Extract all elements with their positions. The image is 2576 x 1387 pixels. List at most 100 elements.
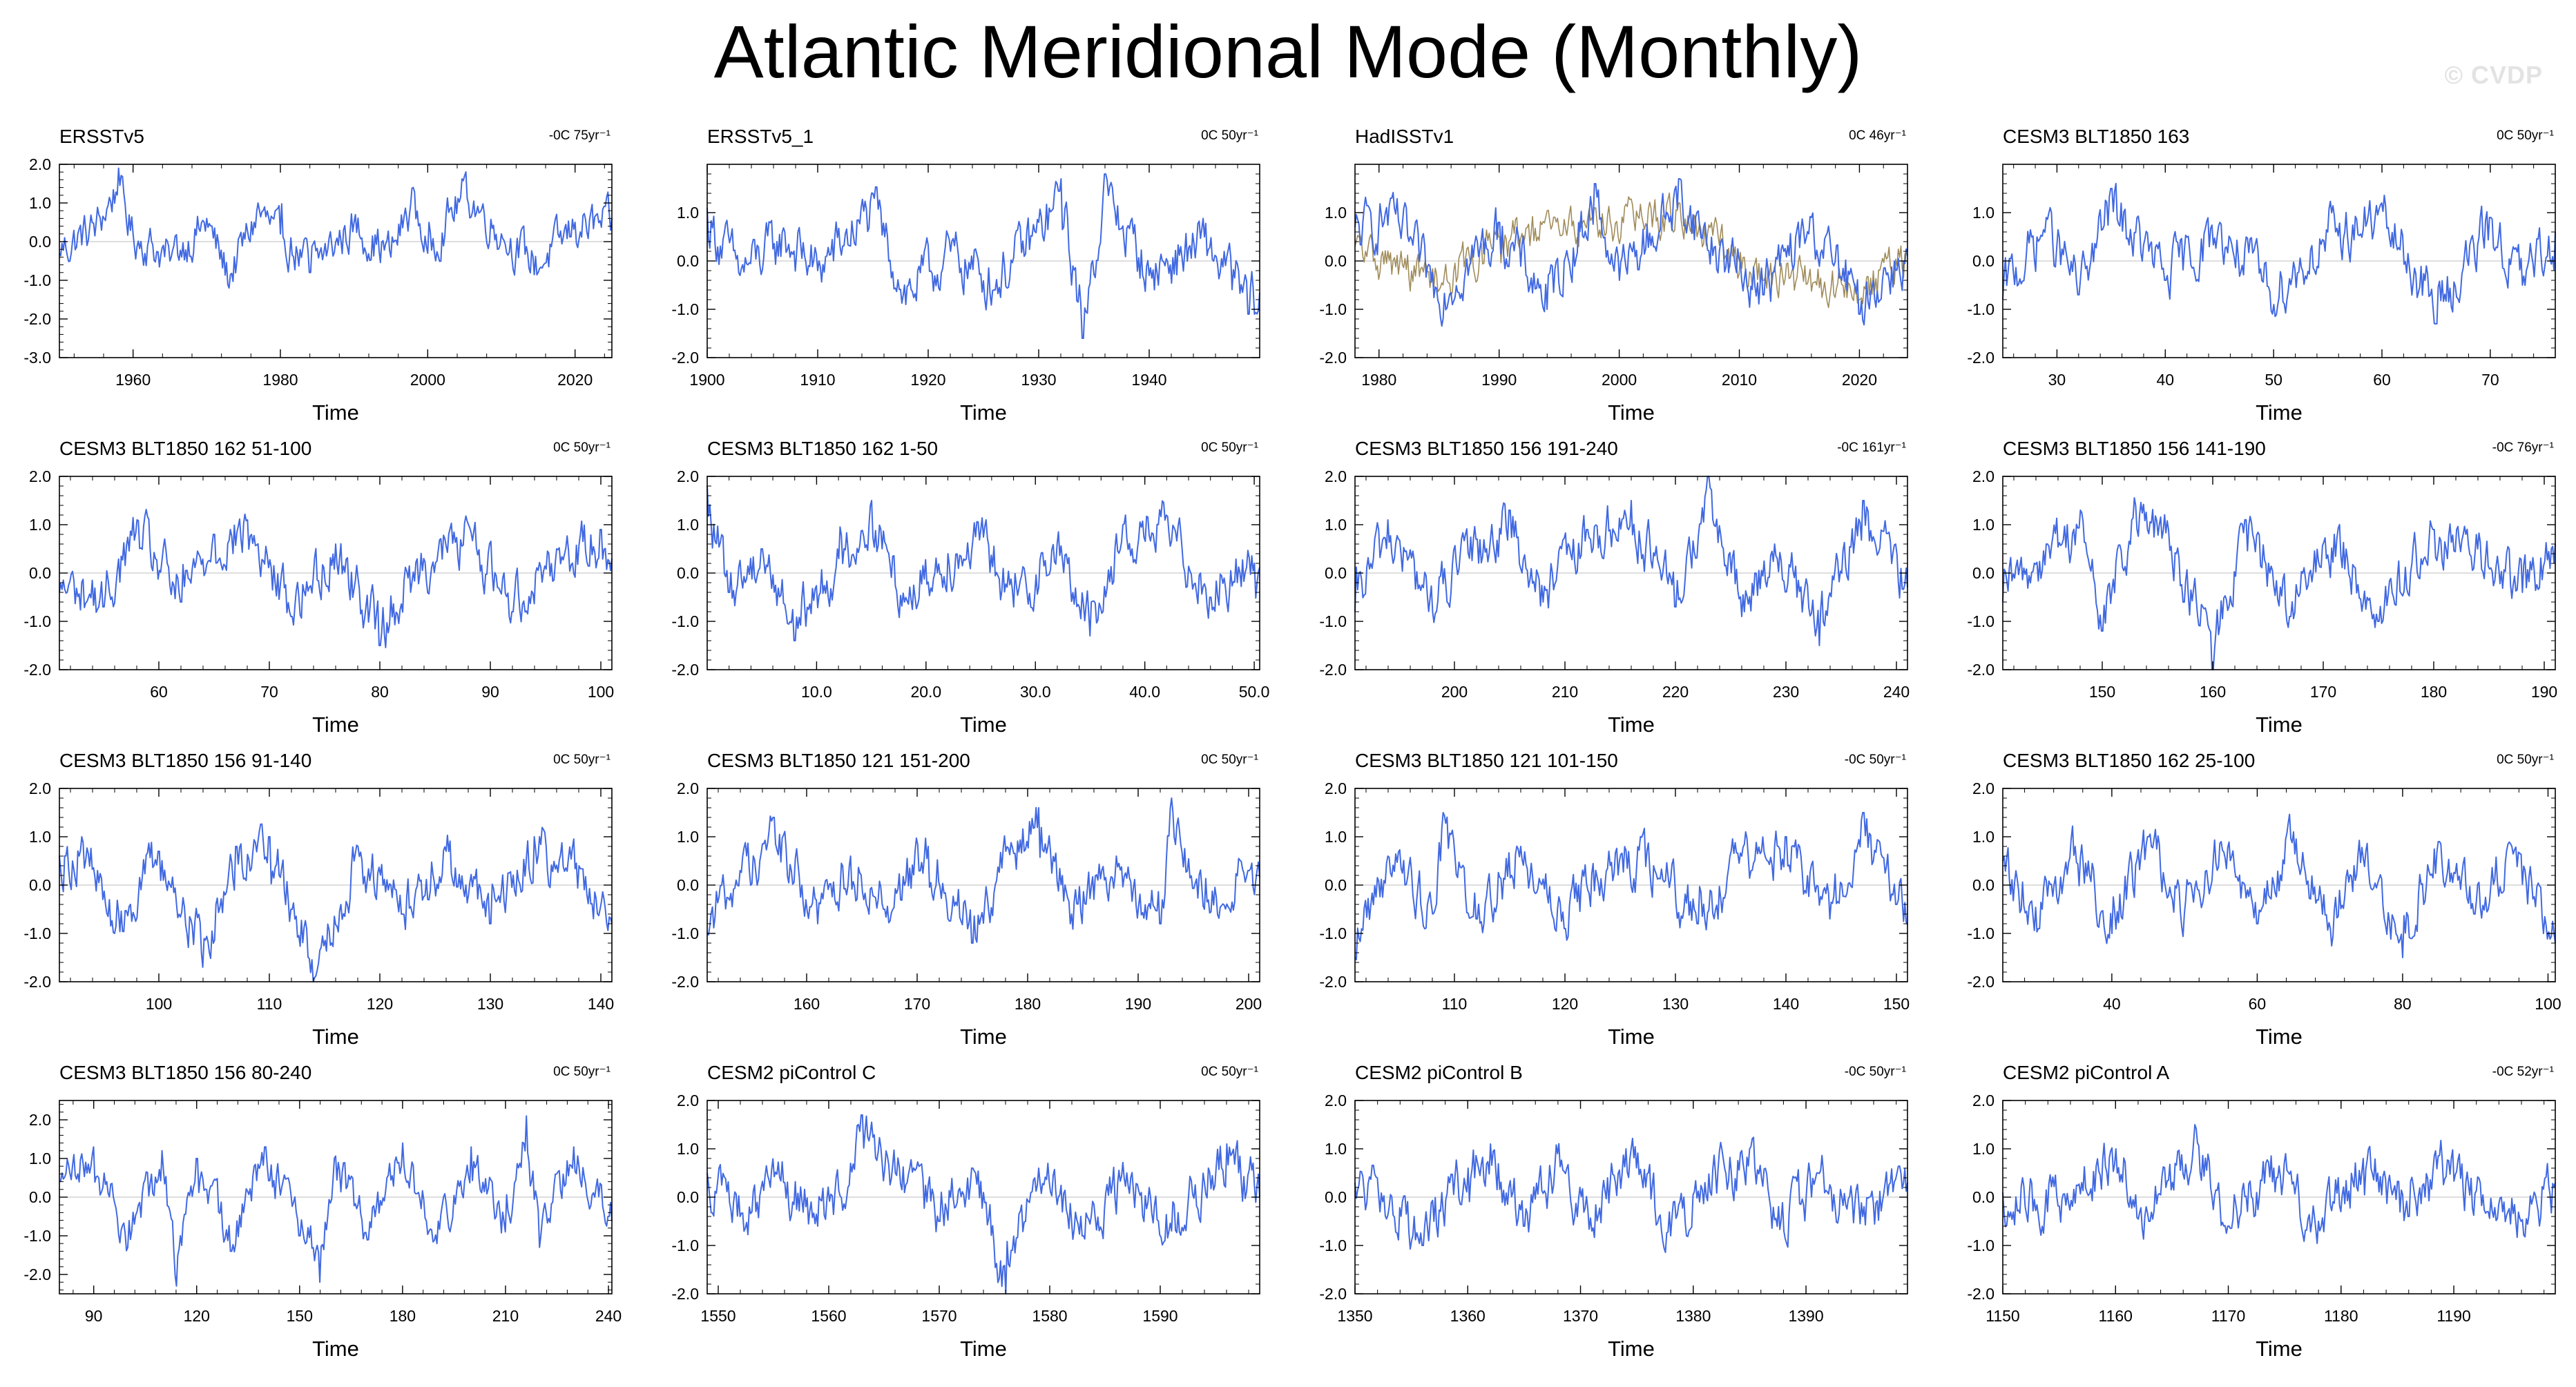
chart-svg: -2.0 -1.0 0.0 1.0 2.0 150 160 170 180 190 Time — [1967, 467, 2557, 737]
x-tick-label: 2020 — [557, 371, 593, 389]
y-tick-label: 1.0 — [1325, 516, 1347, 534]
x-tick-label: 200 — [1236, 995, 1262, 1013]
chart-svg: -2.0 -1.0 0.0 1.0 2.0 160 170 180 190 200 Time — [671, 779, 1262, 1049]
panel-trend: 0C 50yr⁻¹ — [2497, 128, 2554, 143]
y-tick-label: 0.0 — [677, 252, 699, 270]
panel-title: CESM2 piControl C — [707, 1062, 876, 1083]
x-tick-label: 2000 — [1602, 371, 1637, 389]
panel-cesm3-156-191-240: -2.0 -1.0 0.0 1.0 2.0 200 210 220 230 240 Time CES… — [1296, 436, 1917, 754]
series-line — [1354, 812, 1908, 961]
x-tick-label: 1580 — [1032, 1307, 1067, 1325]
x-axis-label: Time — [960, 1025, 1007, 1049]
y-tick-label: 2.0 — [1325, 467, 1347, 485]
x-tick-label: 1960 — [115, 371, 151, 389]
panel-trend: 0C 50yr⁻¹ — [1201, 753, 1258, 767]
y-tick-label: 1.0 — [677, 204, 699, 222]
x-tick-label: 200 — [1441, 683, 1468, 701]
y-tick-label: -2.0 — [23, 1265, 51, 1283]
series-line — [707, 797, 1260, 944]
x-tick-label: 30.0 — [1020, 683, 1051, 701]
panel-title: CESM3 BLT1850 121 101-150 — [1355, 750, 1618, 771]
panel-erssstv5: -3.0 -2.0 -1.0 0.0 1.0 2.0 1960 1980 2000 2020 Tim… — [0, 124, 622, 442]
x-tick-label: 130 — [477, 995, 503, 1013]
series-line — [1354, 178, 1908, 327]
x-tick-label: 150 — [2089, 683, 2115, 701]
chart-svg: -2.0 -1.0 0.0 1.0 2.0 110 120 130 140 150 Time — [1319, 779, 1910, 1049]
x-tick-label: 240 — [595, 1307, 622, 1325]
x-tick-label: 30 — [2048, 371, 2066, 389]
x-axis-label: Time — [960, 712, 1007, 737]
y-tick-label: 0.0 — [29, 1188, 51, 1206]
y-tick-label: -1.0 — [671, 924, 699, 942]
x-tick-label: 100 — [2535, 995, 2561, 1013]
x-axis-label: Time — [312, 1337, 359, 1361]
x-tick-label: 210 — [1552, 683, 1578, 701]
series-line — [59, 167, 613, 289]
x-tick-label: 1370 — [1563, 1307, 1598, 1325]
panel-title: CESM3 BLT1850 156 141-190 — [2003, 438, 2266, 459]
panel-title: CESM3 BLT1850 162 51-100 — [59, 438, 312, 459]
y-tick-label: 2.0 — [1325, 1092, 1347, 1109]
y-tick-label: 1.0 — [677, 1140, 699, 1158]
x-tick-label: 170 — [2310, 683, 2336, 701]
y-tick-label: -2.0 — [671, 973, 699, 991]
panel-cesm3-162-51-100: -2.0 -1.0 0.0 1.0 2.0 60 70 80 90 100 Time CESM3 B… — [0, 436, 622, 754]
chart-svg: -2.0 -1.0 0.0 1.0 2.0 40 60 80 100 Time — [1967, 779, 2561, 1049]
y-tick-label: 2.0 — [1972, 467, 1995, 485]
x-tick-label: 150 — [1883, 995, 1910, 1013]
y-tick-label: 2.0 — [29, 779, 51, 797]
y-tick-label: -2.0 — [1967, 973, 1995, 991]
x-tick-label: 70 — [260, 683, 278, 701]
panel-title: CESM3 BLT1850 163 — [2003, 126, 2190, 147]
plot-frame — [59, 164, 613, 358]
chart-svg: -2.0 -1.0 0.0 1.0 2.0 1550 1560 1570 1580 1590 Tim… — [671, 1092, 1260, 1361]
panel-cesm3-121-151-200: -2.0 -1.0 0.0 1.0 2.0 160 170 180 190 200 Time CES… — [648, 748, 1269, 1066]
x-tick-label: 1590 — [1142, 1307, 1178, 1325]
y-tick-label: -2.0 — [1967, 1285, 1995, 1303]
x-tick-label: 10.0 — [801, 683, 832, 701]
panel-title: CESM2 piControl B — [1355, 1062, 1523, 1083]
panel-cesm3-162-25-100: -2.0 -1.0 0.0 1.0 2.0 40 60 80 100 Time CESM3 BLT… — [1943, 748, 2565, 1066]
x-tick-label: 1550 — [700, 1307, 736, 1325]
x-tick-label: 1390 — [1788, 1307, 1823, 1325]
x-tick-label: 100 — [588, 683, 614, 701]
y-tick-label: -2.0 — [1319, 661, 1347, 679]
panel-cesm3-162-1-50: -2.0 -1.0 0.0 1.0 2.0 10.0 20.0 30.0 40.0 50.0 Tim… — [648, 436, 1269, 754]
y-tick-label: 2.0 — [677, 467, 699, 485]
panel-title: CESM3 BLT1850 156 80-240 — [59, 1062, 312, 1083]
x-tick-label: 190 — [1125, 995, 1151, 1013]
y-tick-label: 0.0 — [677, 1188, 699, 1206]
panel-cesm2-picontrol-b: -2.0 -1.0 0.0 1.0 2.0 1350 1360 1370 1380 1390 Tim… — [1296, 1060, 1917, 1378]
panel-trend: 0C 50yr⁻¹ — [1201, 1065, 1258, 1079]
panel-trend: 0C 50yr⁻¹ — [553, 1065, 611, 1079]
x-axis-label: Time — [1608, 712, 1655, 737]
y-tick-label: 2.0 — [677, 779, 699, 797]
panel-trend: 0C 50yr⁻¹ — [553, 753, 611, 767]
panel-cesm3-121-101-150: -2.0 -1.0 0.0 1.0 2.0 110 120 130 140 150 Time CES… — [1296, 748, 1917, 1066]
y-tick-label: 0.0 — [1325, 1188, 1347, 1206]
y-tick-label: -1.0 — [23, 1227, 51, 1245]
chart-svg: -2.0 -1.0 0.0 1.0 2.0 90 120 150 180 210 240 Time — [23, 1100, 622, 1361]
chart-svg: -2.0 -1.0 0.0 1.0 2.0 10.0 20.0 30.0 40.0 50.0 Tim… — [671, 467, 1270, 737]
panel-cesm3-163: -2.0 -1.0 0.0 1.0 30 40 50 60 70 Time CESM3 BLT18… — [1943, 124, 2565, 442]
panel-title: CESM3 BLT1850 162 25-100 — [2003, 750, 2256, 771]
y-tick-label: -1.0 — [671, 612, 699, 630]
x-tick-label: 1910 — [800, 371, 835, 389]
chart-svg: -3.0 -2.0 -1.0 0.0 1.0 2.0 1960 1980 2000 2020 Tim… — [23, 155, 613, 425]
x-tick-label: 110 — [1442, 995, 1468, 1013]
x-tick-label: 1930 — [1021, 371, 1056, 389]
panel-trend: -0C 76yr⁻¹ — [2492, 440, 2554, 455]
panel-title: CESM3 BLT1850 162 1-50 — [707, 438, 939, 459]
x-tick-label: 1570 — [921, 1307, 957, 1325]
y-tick-label: -2.0 — [1319, 1285, 1347, 1303]
panel-cesm3-156-80-240: -2.0 -1.0 0.0 1.0 2.0 90 120 150 180 210 240 Time C… — [0, 1060, 622, 1378]
y-tick-label: 1.0 — [29, 516, 51, 534]
y-tick-label: 0.0 — [29, 876, 51, 894]
chart-svg: -2.0 -1.0 0.0 1.0 2.0 200 210 220 230 240 Time — [1319, 467, 1910, 737]
y-tick-label: -2.0 — [23, 661, 51, 679]
y-tick-label: 1.0 — [1325, 828, 1347, 846]
series-line — [1354, 1136, 1908, 1253]
chart-svg: -2.0 -1.0 0.0 1.0 2.0 1150 1160 1170 1180 1190 Tim… — [1967, 1092, 2556, 1361]
x-tick-label: 50.0 — [1239, 683, 1270, 701]
y-tick-label: -2.0 — [1319, 349, 1347, 367]
